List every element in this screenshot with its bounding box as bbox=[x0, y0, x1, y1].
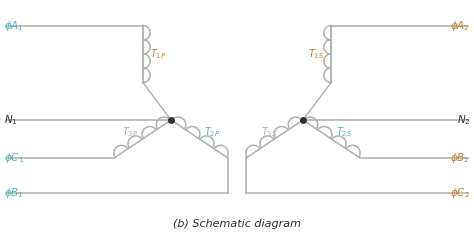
Text: $\phi C_2$: $\phi C_2$ bbox=[450, 186, 470, 200]
Text: $\phi C_1$: $\phi C_1$ bbox=[4, 151, 24, 165]
Text: $T_{1P}$: $T_{1P}$ bbox=[150, 47, 166, 61]
Text: $N_2$: $N_2$ bbox=[456, 113, 470, 127]
Text: $\phi B_2$: $\phi B_2$ bbox=[450, 151, 470, 165]
Text: $N_1$: $N_1$ bbox=[4, 113, 18, 127]
Text: $T_{3P}$: $T_{3P}$ bbox=[121, 125, 138, 139]
Text: $T_{2P}$: $T_{2P}$ bbox=[204, 125, 220, 139]
Text: $\phi B_1$: $\phi B_1$ bbox=[4, 186, 24, 200]
Text: $T_{2S}$: $T_{2S}$ bbox=[336, 125, 352, 139]
Text: $T_{3S}$: $T_{3S}$ bbox=[261, 125, 277, 139]
Text: $\phi A_1$: $\phi A_1$ bbox=[4, 19, 24, 33]
Text: $\phi A_2$: $\phi A_2$ bbox=[450, 19, 470, 33]
Text: $T_{1S}$: $T_{1S}$ bbox=[308, 47, 324, 61]
Text: (b) Schematic diagram: (b) Schematic diagram bbox=[173, 219, 301, 229]
